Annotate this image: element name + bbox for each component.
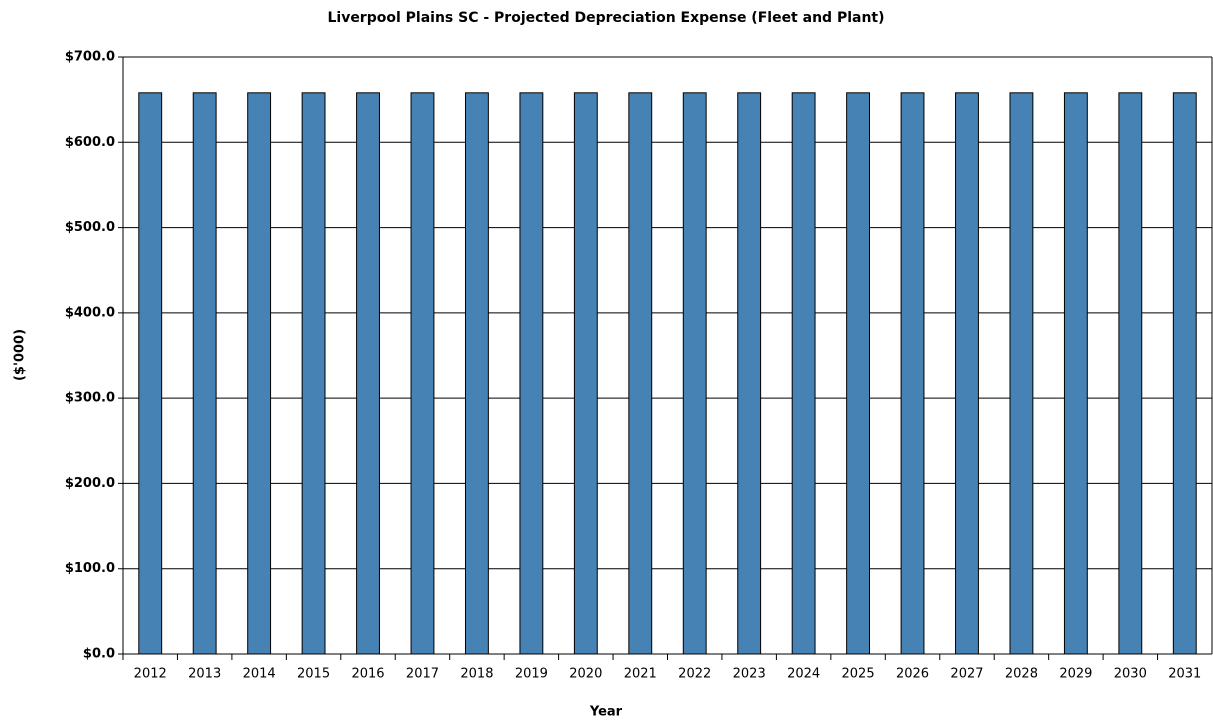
bar [955, 92, 979, 655]
bar [628, 92, 653, 655]
bar [1118, 92, 1143, 655]
bar [519, 92, 544, 655]
bar [464, 92, 489, 655]
bar [900, 92, 925, 655]
x-tick-label: 2027 [950, 667, 983, 682]
x-tick-label: 2021 [624, 667, 657, 682]
x-tick-label: 2018 [460, 667, 493, 682]
bar [138, 92, 163, 655]
x-tick-label: 2026 [896, 667, 929, 682]
x-tick-label: 2030 [1114, 667, 1147, 682]
x-tick-label: 2017 [406, 667, 439, 682]
bar [573, 92, 598, 655]
y-tick-label: $600.0 [65, 135, 115, 150]
y-tick-label: $700.0 [65, 50, 115, 65]
y-axis-label: ($'000) [13, 329, 28, 381]
x-tick-label: 2014 [243, 667, 276, 682]
x-axis-label: Year [589, 705, 623, 720]
bar [846, 92, 871, 655]
x-tick-label: 2031 [1168, 667, 1201, 682]
bar [356, 92, 380, 655]
x-tick-label: 2016 [351, 667, 384, 682]
bar [1009, 92, 1034, 655]
bar [737, 92, 762, 655]
y-tick-label: $200.0 [65, 476, 115, 491]
y-tick-label: $500.0 [65, 220, 115, 235]
x-tick-label: 2013 [188, 667, 221, 682]
bar [410, 92, 435, 655]
y-tick-label: $0.0 [83, 647, 115, 662]
x-tick-label: 2025 [842, 667, 875, 682]
x-tick-label: 2022 [678, 667, 711, 682]
bar [791, 92, 816, 655]
y-tick-label: $400.0 [65, 305, 115, 320]
x-tick-label: 2029 [1059, 667, 1092, 682]
x-tick-label: 2019 [515, 667, 548, 682]
bar [1063, 92, 1088, 655]
bar [192, 92, 217, 655]
x-tick-label: 2023 [733, 667, 766, 682]
bar [1172, 92, 1197, 655]
y-tick-label: $100.0 [65, 561, 115, 576]
chart-title: Liverpool Plains SC - Projected Deprecia… [327, 10, 884, 26]
bar [301, 92, 326, 655]
x-tick-label: 2028 [1005, 667, 1038, 682]
bar [247, 92, 272, 655]
bar [682, 92, 707, 655]
x-tick-label: 2015 [297, 667, 330, 682]
x-tick-label: 2012 [134, 667, 167, 682]
y-tick-label: $300.0 [65, 391, 115, 406]
x-tick-label: 2020 [569, 667, 602, 682]
x-tick-label: 2024 [787, 667, 820, 682]
